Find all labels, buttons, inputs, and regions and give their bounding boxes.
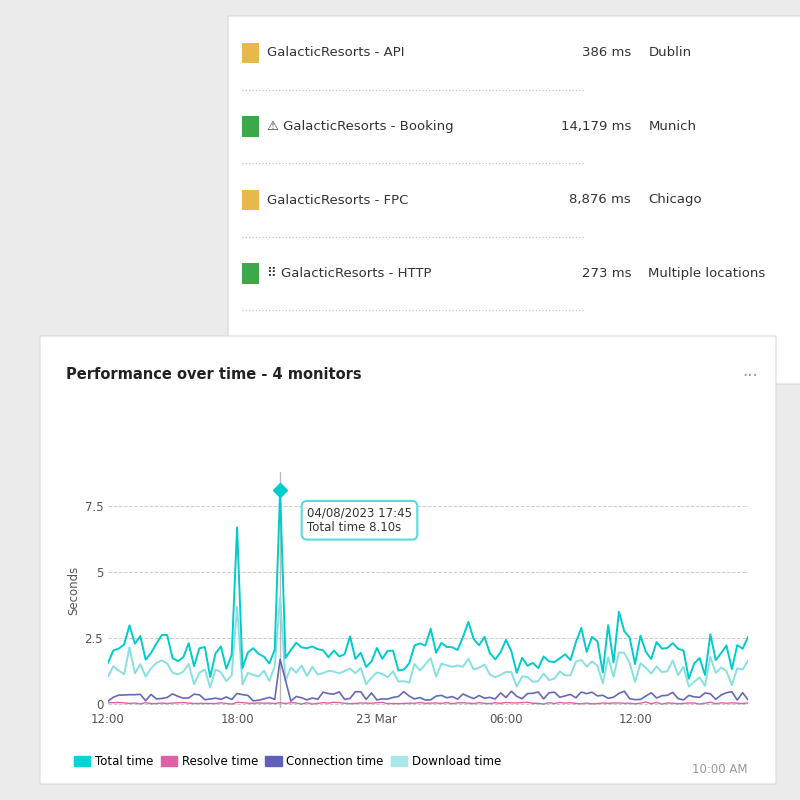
Text: Munich: Munich (649, 120, 697, 133)
Text: GalacticResorts - API: GalacticResorts - API (267, 46, 405, 59)
Text: GalacticResorts - Chrome: GalacticResorts - Chrome (267, 341, 436, 354)
Text: ⚠ GalacticResorts - Booking: ⚠ GalacticResorts - Booking (267, 120, 454, 133)
Text: 386 ms: 386 ms (582, 46, 631, 59)
Bar (228, 90, 800, 163)
Bar (242, 42, 258, 63)
Text: 04/08/2023 17:45
Total time 8.10s: 04/08/2023 17:45 Total time 8.10s (307, 506, 412, 534)
Text: Performance over time - 4 monitors: Performance over time - 4 monitors (66, 367, 362, 382)
Bar (242, 263, 258, 284)
Text: Mumbai: Mumbai (649, 341, 702, 354)
Legend: Total time, Resolve time, Connection time, Download time: Total time, Resolve time, Connection tim… (69, 750, 506, 773)
Text: 273 ms: 273 ms (582, 267, 631, 280)
Text: 14,179 ms: 14,179 ms (561, 120, 631, 133)
Y-axis label: Seconds: Seconds (67, 566, 80, 614)
Text: Multiple locations: Multiple locations (649, 267, 766, 280)
Text: ⠿ GalacticResorts - HTTP: ⠿ GalacticResorts - HTTP (267, 267, 432, 280)
Bar (242, 337, 258, 358)
Text: Chicago: Chicago (649, 194, 702, 206)
Text: 10:00 AM: 10:00 AM (693, 763, 748, 776)
FancyBboxPatch shape (228, 16, 800, 384)
FancyBboxPatch shape (40, 336, 776, 784)
Text: Dublin: Dublin (649, 46, 692, 59)
Bar (242, 190, 258, 210)
Bar (242, 116, 258, 137)
Text: ···: ··· (742, 367, 758, 386)
Text: 8,876 ms: 8,876 ms (570, 194, 631, 206)
Text: GalacticResorts - FPC: GalacticResorts - FPC (267, 194, 409, 206)
Text: 673 ms: 673 ms (582, 341, 631, 354)
